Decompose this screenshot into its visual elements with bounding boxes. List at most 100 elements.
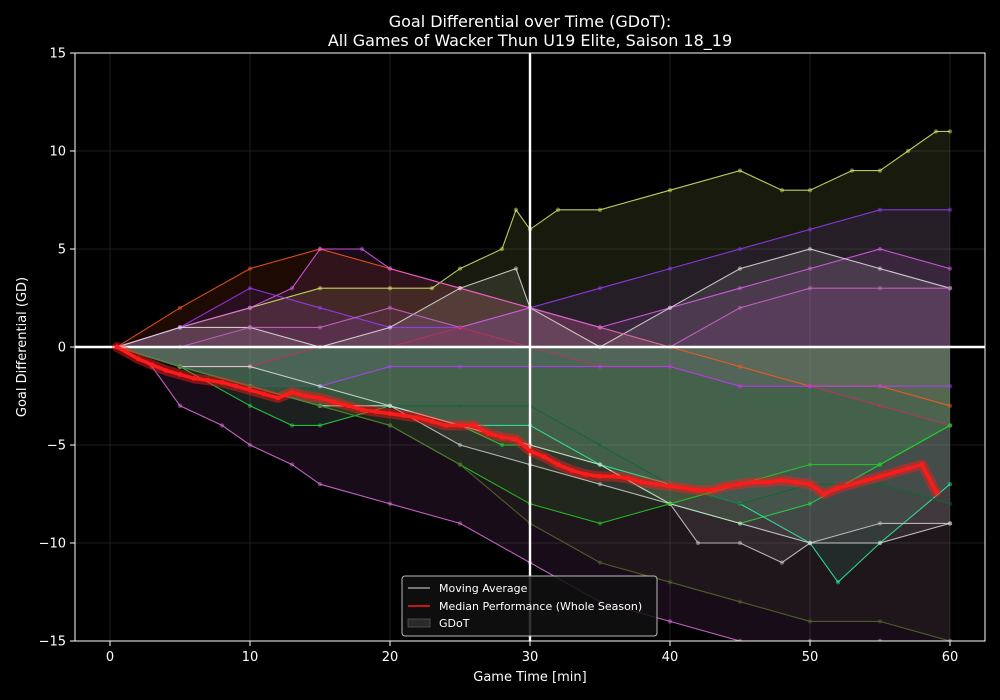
- y-tick-label: −15: [39, 635, 66, 650]
- game-data-point: [807, 188, 813, 193]
- game-data-point: [247, 305, 253, 310]
- game-data-point: [807, 227, 813, 232]
- gdot-area: [117, 347, 950, 641]
- moving-average-line: [116, 346, 950, 641]
- game-data-point: [667, 501, 673, 506]
- median-point: [331, 399, 337, 405]
- median-point: [653, 481, 659, 487]
- game-data-point: [877, 168, 883, 173]
- legend: Moving Average Median Performance (Whole…: [401, 575, 658, 637]
- game-data-point: [247, 325, 253, 330]
- game-data-point: [499, 246, 505, 252]
- game-data-point: [737, 599, 743, 604]
- moving-average-line: [116, 346, 951, 524]
- game-data-point: [737, 521, 743, 526]
- game-data-point: [905, 148, 911, 154]
- game-data-point: [667, 305, 673, 310]
- median-point: [751, 479, 757, 485]
- game-data-point: [317, 325, 323, 330]
- x-tick-label: 10: [242, 650, 259, 665]
- median-point: [835, 485, 841, 491]
- gdot-area: [117, 347, 950, 524]
- y-axis-label: Goal Differential (GD): [15, 277, 30, 417]
- game-data-point: [877, 482, 883, 487]
- axis-ticks: 0 10 20 30 40 50 60 −15 −10 −5 0 5 10 15: [39, 47, 959, 666]
- median-point: [905, 466, 911, 471]
- game-data-point: [359, 246, 365, 252]
- game-data-point: [877, 540, 883, 546]
- game-data-point: [877, 246, 883, 252]
- game-data-point: [317, 305, 323, 310]
- game-data-point: [737, 384, 743, 389]
- game-data-point: [849, 168, 855, 173]
- game-data-point: [877, 207, 883, 212]
- game-data-point: [555, 207, 561, 212]
- game-data-point: [177, 364, 183, 369]
- game-data-point: [317, 482, 323, 487]
- game-data-point: [457, 286, 463, 291]
- median-point: [289, 389, 295, 395]
- game-data-point: [779, 188, 785, 193]
- game-data-point: [737, 286, 743, 291]
- median-series: [112, 342, 941, 499]
- game-data-point: [597, 482, 603, 487]
- median-point: [569, 468, 575, 473]
- median-point: [625, 475, 631, 481]
- y-tick-label: −10: [39, 537, 66, 552]
- game-data-point: [807, 619, 813, 624]
- game-data-point: [457, 325, 463, 330]
- game-data-point: [667, 266, 673, 271]
- game-data-point: [499, 442, 505, 448]
- median-point: [485, 430, 491, 436]
- median-point: [863, 477, 869, 483]
- moving-average-line: [116, 248, 951, 348]
- game-data-point: [667, 580, 673, 585]
- y-tick-label: 0: [58, 341, 66, 356]
- median-point: [667, 483, 673, 489]
- game-data-point: [387, 325, 393, 330]
- x-tick-label: 20: [382, 650, 399, 665]
- game-data-point: [317, 403, 323, 408]
- legend-moving-average-label: Moving Average: [439, 582, 528, 595]
- gdot-area: [117, 249, 950, 347]
- game-data-point: [947, 266, 953, 271]
- game-data-point: [597, 286, 603, 291]
- median-point: [443, 423, 449, 428]
- game-data-point: [667, 619, 673, 624]
- gdot-area: [117, 327, 950, 426]
- median-point: [541, 454, 547, 460]
- game-data-point: [877, 638, 883, 641]
- game-data-point: [177, 305, 183, 310]
- game-data-point: [247, 286, 253, 291]
- gdot-area: [117, 347, 950, 543]
- game-data-point: [513, 266, 519, 271]
- game-data-point: [807, 501, 813, 506]
- game-data-point: [807, 286, 813, 291]
- game-data-point: [947, 638, 953, 641]
- game-data-point: [947, 384, 953, 389]
- reference-lines: [75, 53, 985, 641]
- game-data-point: [247, 384, 253, 389]
- game-data-point: [877, 286, 883, 291]
- game-data-point: [387, 501, 393, 506]
- game-data-point: [737, 364, 743, 369]
- game-data-point: [947, 207, 953, 212]
- median-point: [135, 356, 141, 362]
- median-point: [401, 413, 407, 418]
- game-data-point: [807, 246, 813, 252]
- median-point: [821, 491, 827, 497]
- game-data-point: [597, 325, 603, 330]
- legend-median-label: Median Performance (Whole Season): [439, 600, 642, 613]
- game-data-point: [387, 286, 393, 291]
- game-data-point: [737, 540, 743, 546]
- median-point: [583, 472, 589, 477]
- median-point: [219, 379, 225, 385]
- median-point: [499, 434, 505, 440]
- median-point: [681, 485, 687, 491]
- game-data-point: [457, 364, 463, 369]
- game-data-point: [737, 501, 743, 506]
- median-point: [891, 470, 897, 475]
- median-point: [527, 448, 533, 454]
- game-data-point: [947, 501, 953, 506]
- game-data-point: [737, 168, 743, 173]
